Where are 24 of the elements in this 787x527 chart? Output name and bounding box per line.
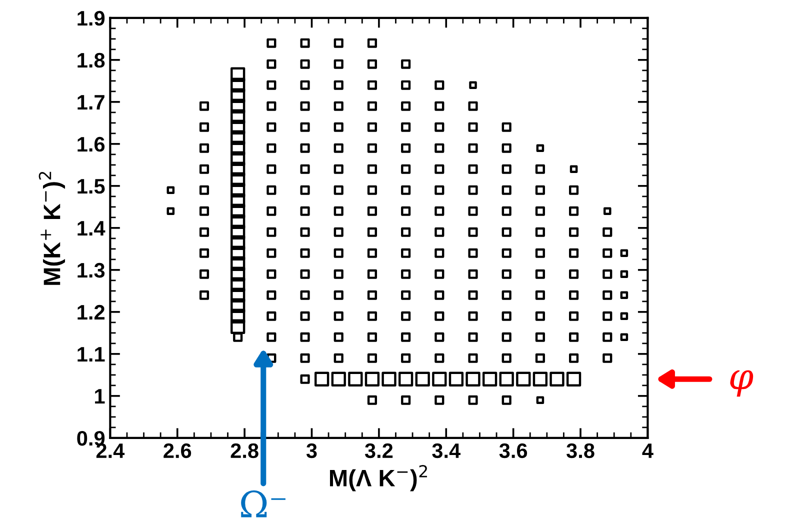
text: Ω⁻ [241,490,286,518]
x-tick-label: 2.6 [164,443,192,458]
y-axis-title: M(K$^{+}$ K$^{−}$)$^{2}$ [38,172,66,285]
y-tick-label: 1.9 [78,10,105,26]
y-tick-label: 1.6 [78,136,105,152]
x-tick-label: 3.4 [432,443,460,458]
y-tick-label: 1.8 [78,52,105,68]
y-tick-label: 1.4 [78,221,106,236]
x-tick-label: 3 [306,443,317,458]
x-tick-label: 3.6 [499,443,528,458]
y-tick-label: 1 [95,389,105,404]
y-tick-label: 1.2 [78,304,104,320]
y-tick-label: 1.5 [78,179,105,194]
x-tick-label: 3.2 [364,443,393,458]
y-tick-label: 1.1 [78,347,105,362]
y-tick-label: 0.9 [77,430,105,446]
y-tick-label: 1.7 [78,95,104,110]
x-tick-label: 3.8 [566,443,594,458]
x-tick-label: 2.4 [96,443,125,458]
x-tick-label: 4 [642,444,654,458]
text: φ [730,370,754,397]
x-axis-title: M(Λ K$^{−}$)$^{2}$ [330,464,427,492]
x-tick-label: 2.8 [230,443,258,458]
y-tick-label: 1.3 [78,262,105,278]
